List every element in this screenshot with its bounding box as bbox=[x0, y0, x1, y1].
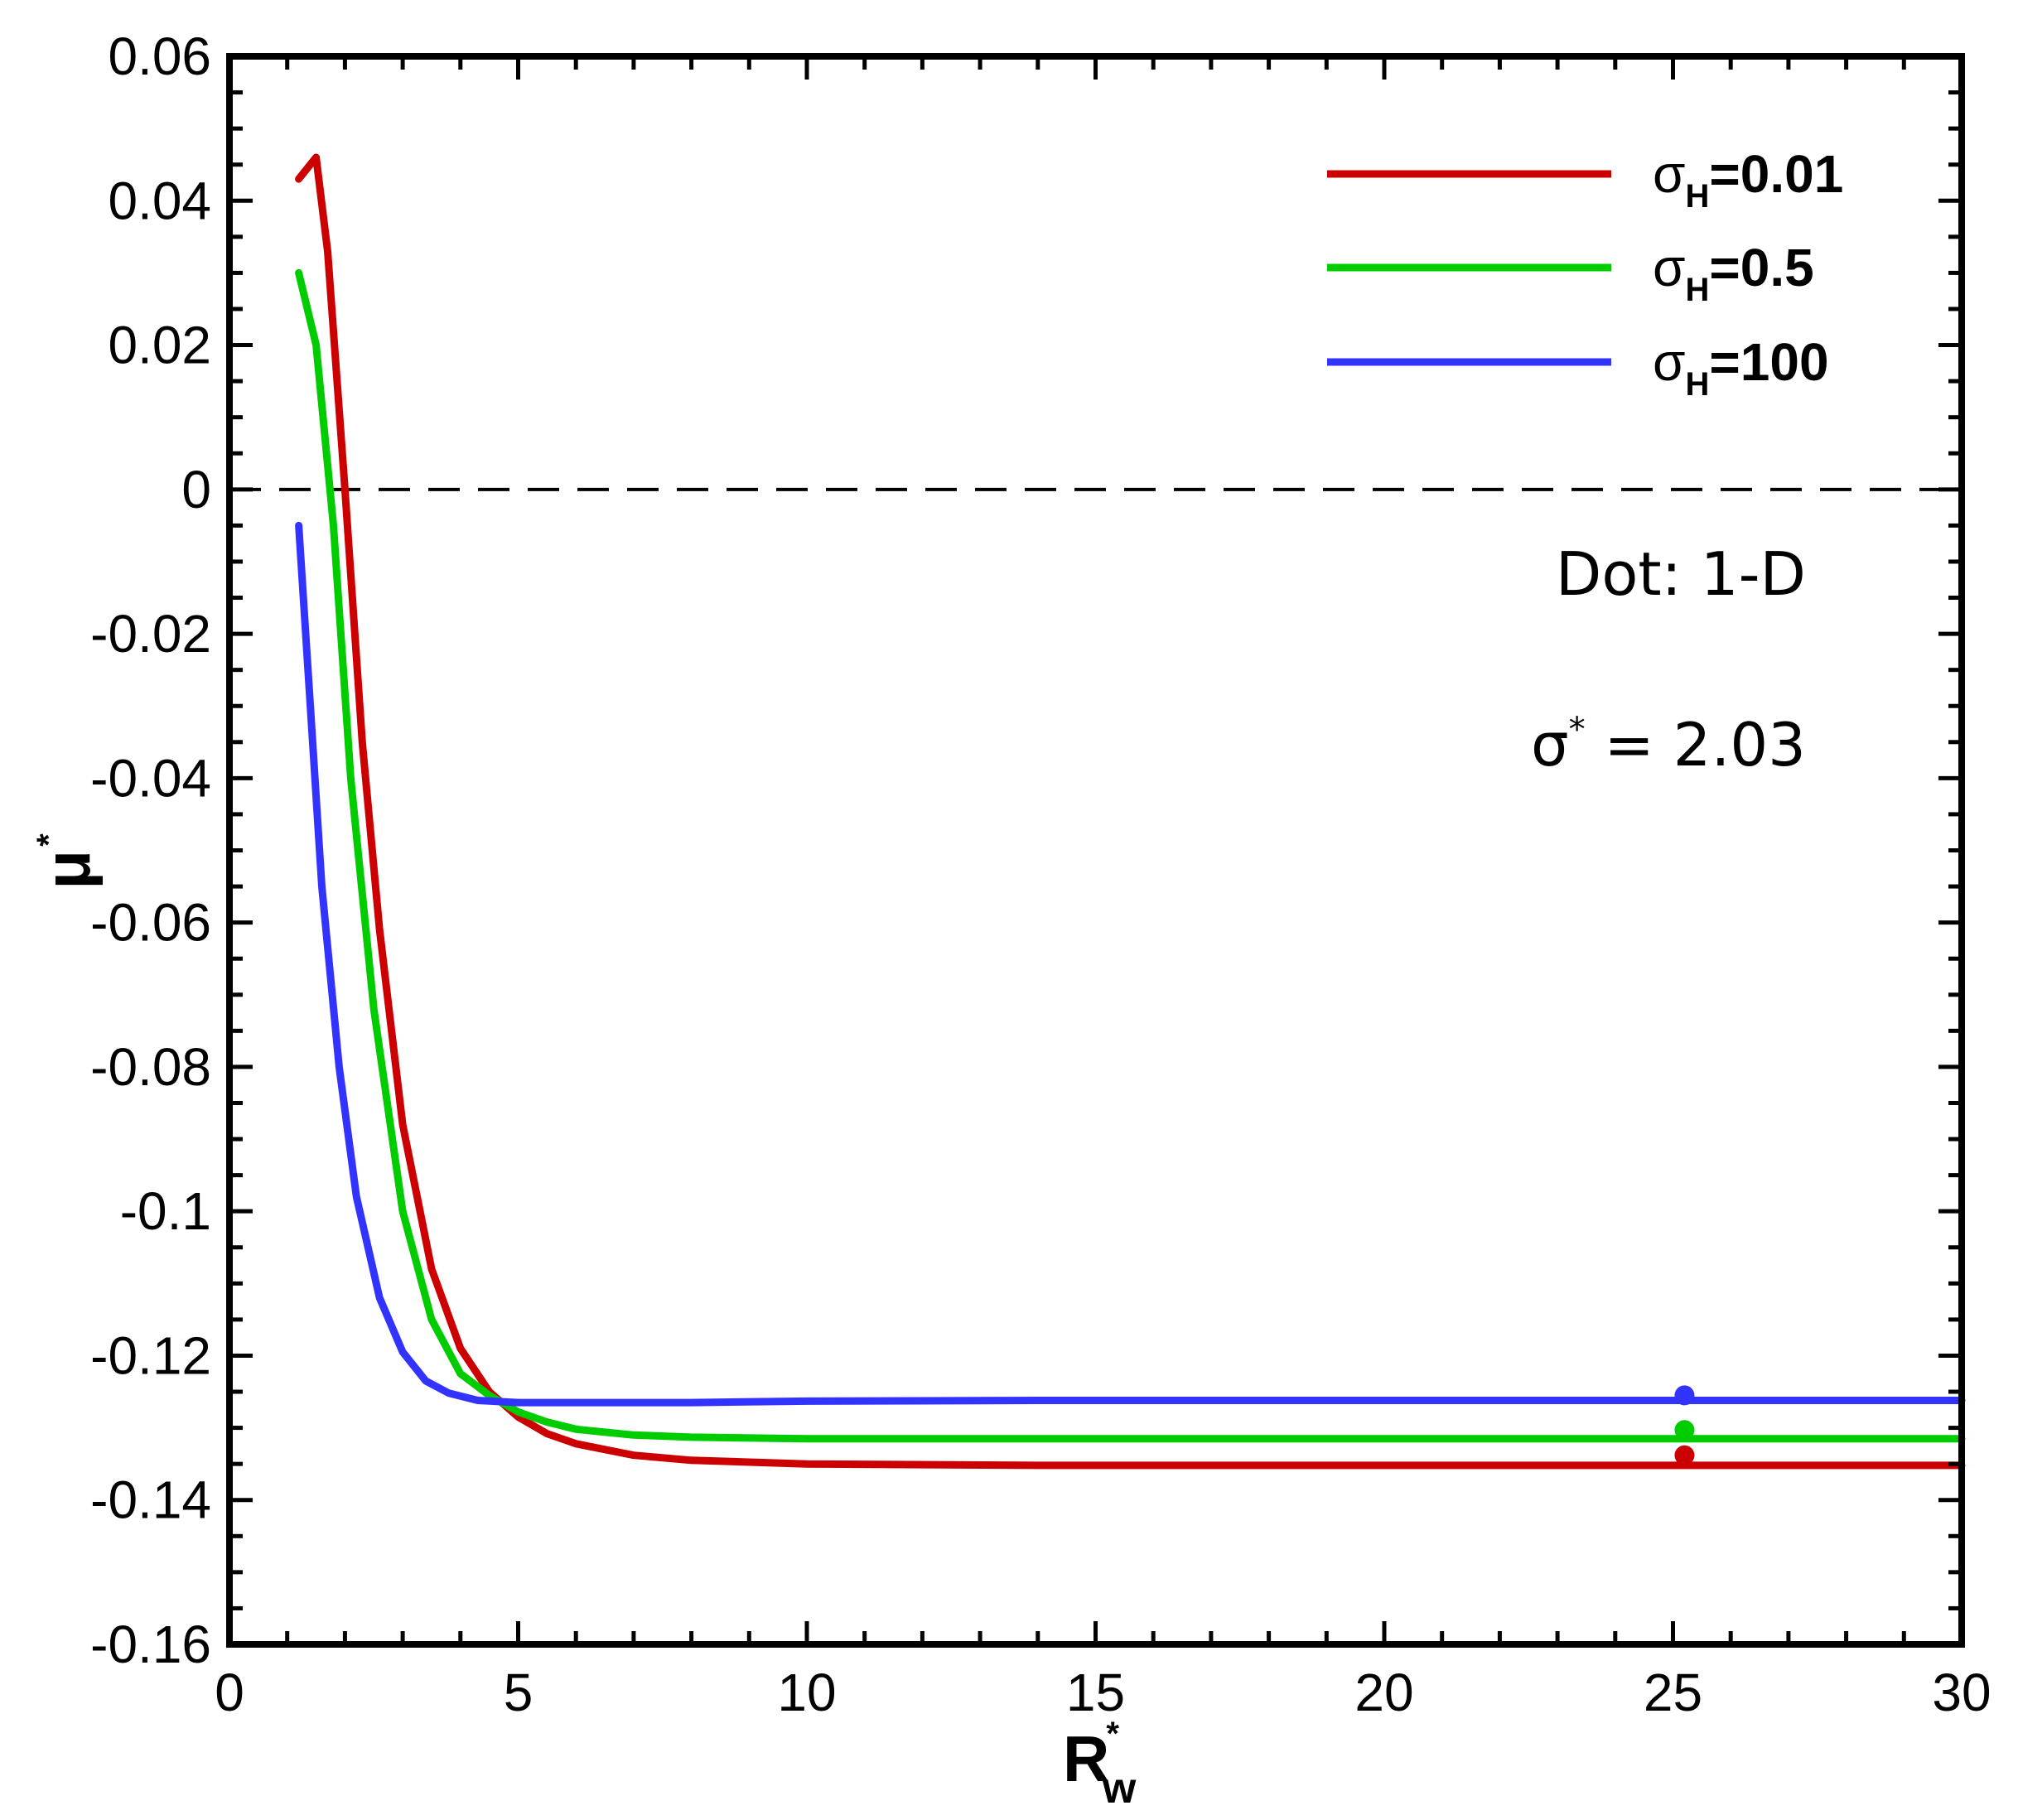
y-tick-label: -0.04 bbox=[90, 748, 211, 808]
plot-area bbox=[229, 153, 1966, 1470]
x-tick-label: 15 bbox=[1066, 1663, 1125, 1722]
plot-frame bbox=[226, 53, 1965, 1648]
legend-label-1: σH=0.5 bbox=[1653, 238, 1814, 308]
legend: σH=0.01 σH=0.5 σH=100 bbox=[1327, 144, 1843, 403]
y-tick-label: -0.12 bbox=[90, 1325, 211, 1385]
y-tick-label: 0 bbox=[181, 460, 211, 519]
series-line-2 bbox=[295, 521, 1966, 1407]
axis-labels: 0 5 10 15 20 25 30 0.06 0.04 0.02 0 -0.02 -0.04 -0.06… bbox=[31, 27, 1991, 1813]
y-tick-label: -0.06 bbox=[90, 893, 211, 953]
y-tick-label: -0.08 bbox=[90, 1037, 211, 1097]
x-tick-label: 30 bbox=[1932, 1663, 1991, 1722]
y-axis-title: μ* bbox=[31, 833, 104, 890]
y-tick-label: 0.02 bbox=[108, 316, 211, 375]
legend-label-0: σH=0.01 bbox=[1653, 144, 1843, 215]
x-tick-label: 5 bbox=[504, 1663, 533, 1722]
series-dot-1 bbox=[1674, 1420, 1695, 1441]
series-dot-0 bbox=[1674, 1445, 1695, 1465]
series-dot-2 bbox=[1674, 1385, 1695, 1406]
legend-label-2: σH=100 bbox=[1653, 332, 1829, 403]
x-tick-label: 25 bbox=[1644, 1663, 1702, 1722]
y-tick-label: 0.06 bbox=[108, 27, 211, 86]
x-axis-title: R* w bbox=[1063, 1716, 1137, 1813]
x-tick-label: 0 bbox=[215, 1663, 244, 1722]
x-tick-label: 20 bbox=[1354, 1663, 1413, 1722]
y-tick-label: -0.16 bbox=[90, 1615, 211, 1674]
annotation-dot-1d: Dot: 1-D bbox=[1556, 539, 1806, 609]
y-tick-label: -0.02 bbox=[90, 604, 211, 664]
x-tick-label: 10 bbox=[777, 1663, 836, 1722]
annotations: Dot: 1-D σ* = 2.03 bbox=[1531, 539, 1806, 780]
y-tick-label: 0.04 bbox=[108, 171, 211, 230]
annotation-sigma: σ* = 2.03 bbox=[1531, 710, 1806, 780]
series-line-1 bbox=[295, 268, 1966, 1443]
y-tick-label: -0.14 bbox=[90, 1470, 211, 1530]
y-tick-label: -0.1 bbox=[120, 1181, 211, 1241]
